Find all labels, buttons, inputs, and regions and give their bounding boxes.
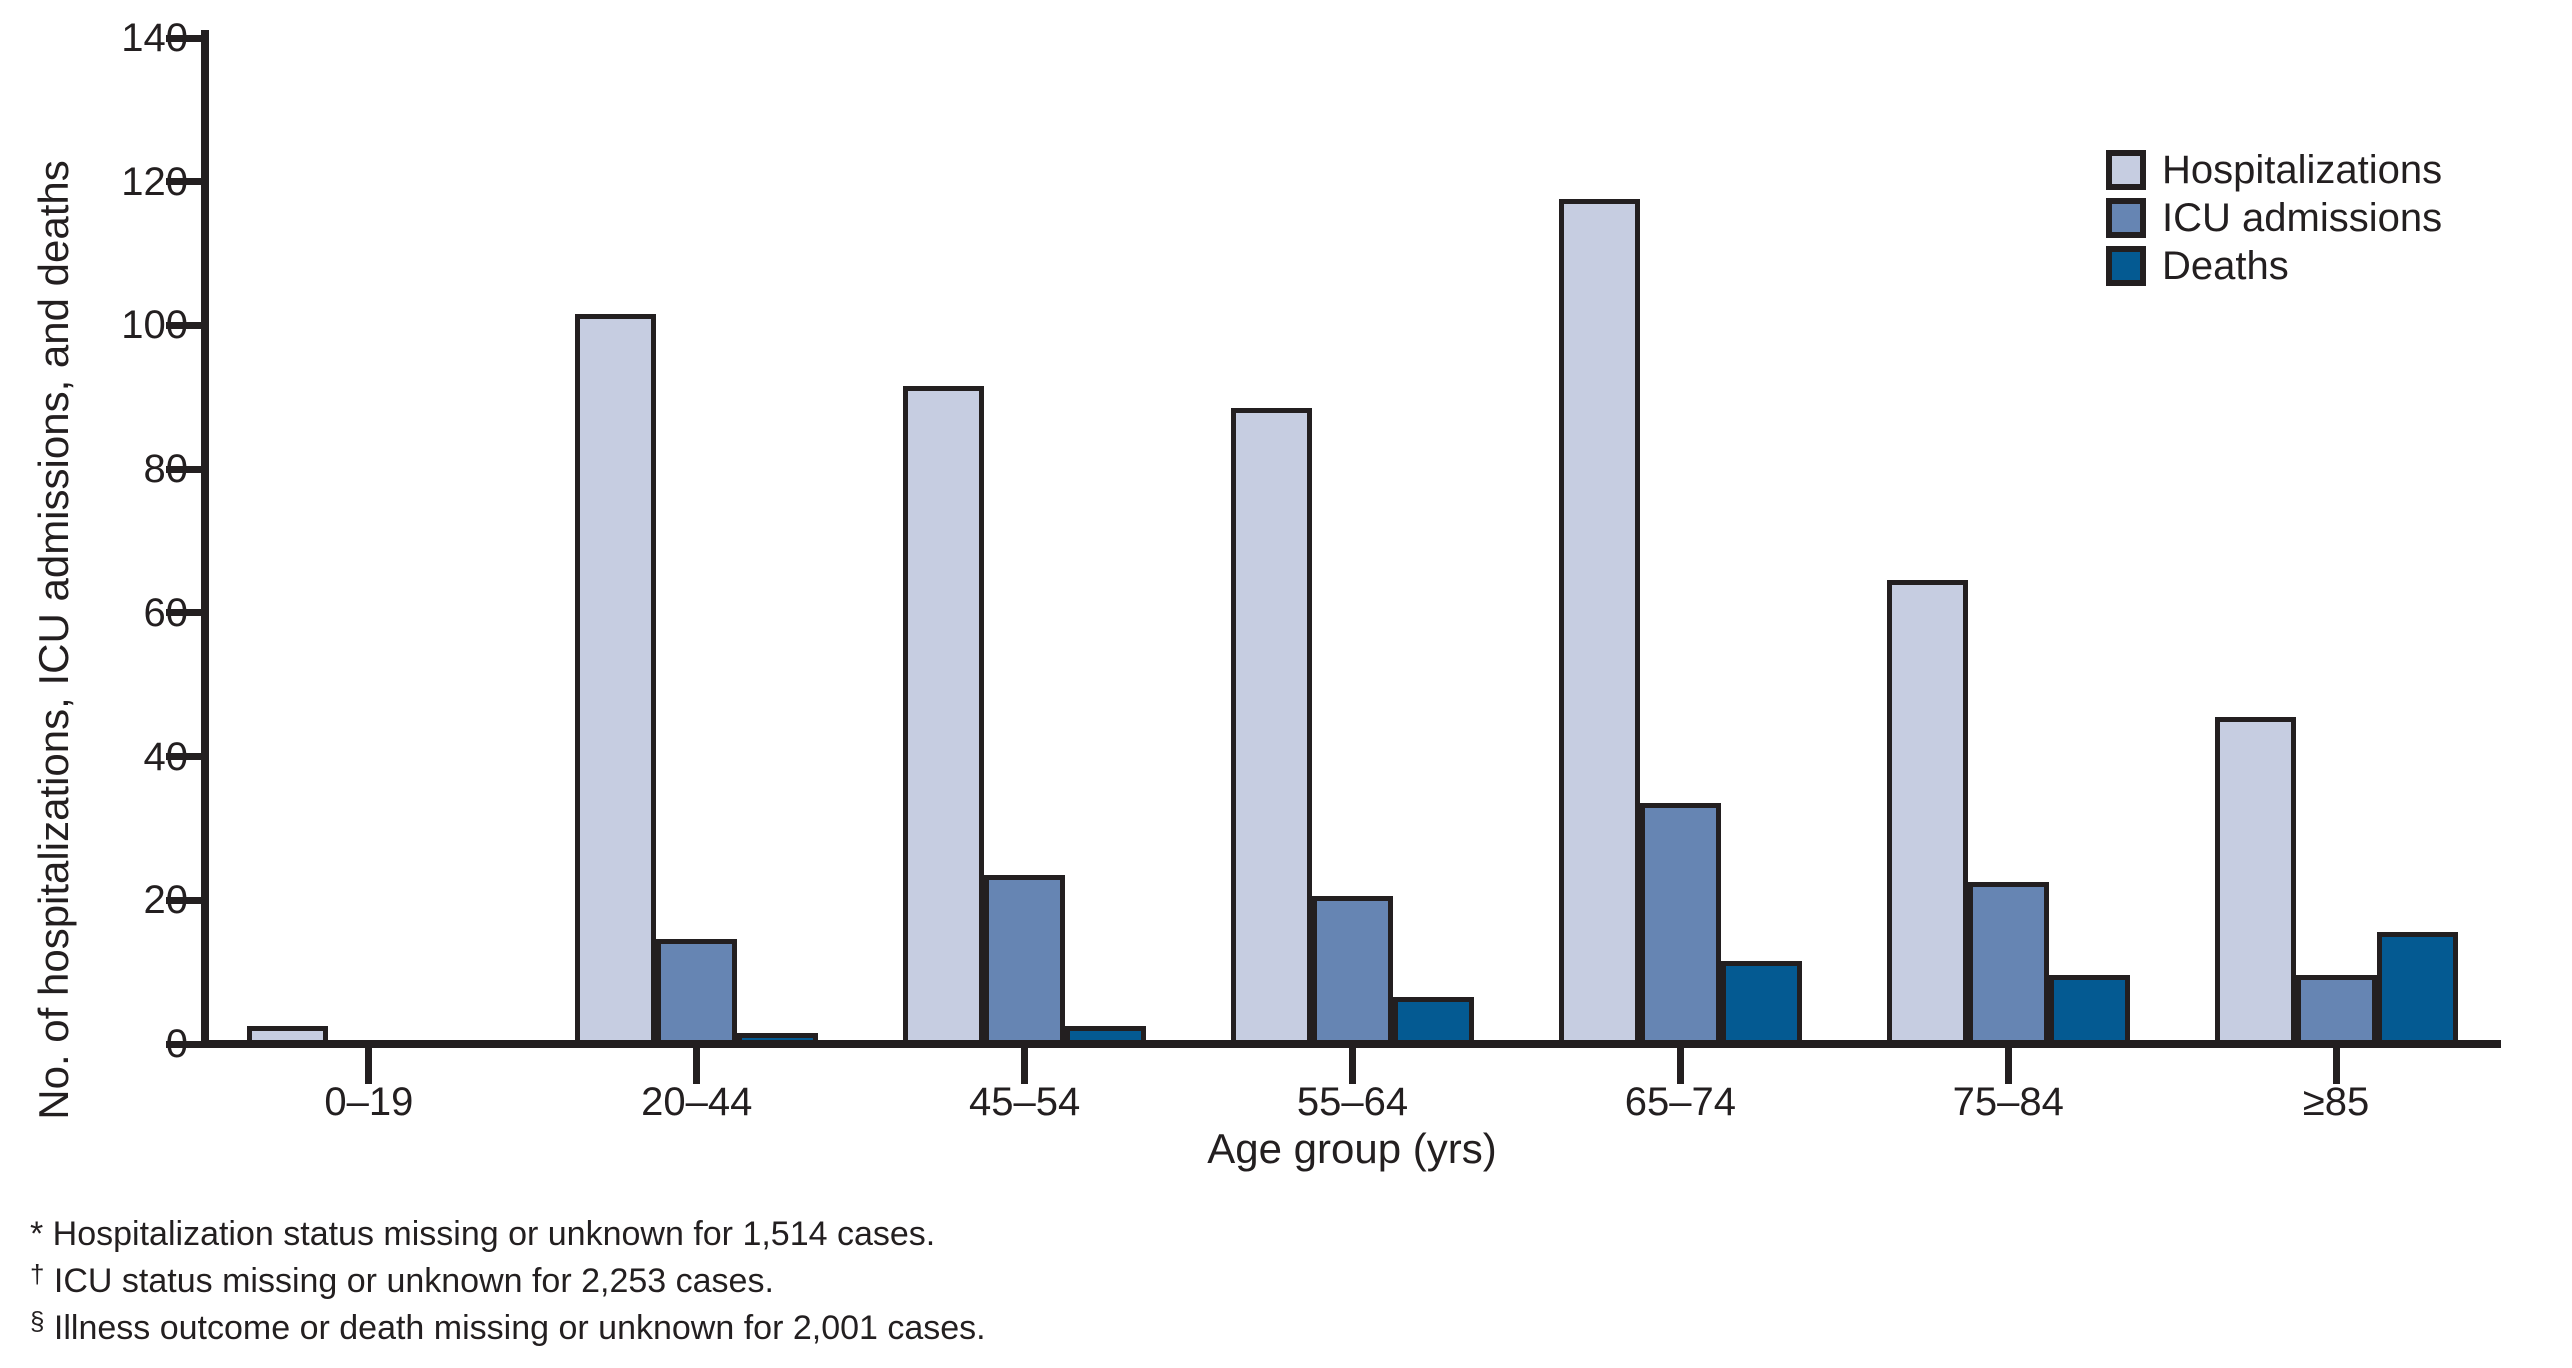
bar-icu-admissions-75-84 bbox=[1967, 881, 2049, 1040]
y-tick-label-80: 80 bbox=[143, 447, 189, 492]
y-tick-label-120: 120 bbox=[121, 159, 188, 204]
footnote-line-2: † ICU status missing or unknown for 2,25… bbox=[30, 1254, 986, 1301]
legend-label-hospitalizations: Hospitalizations bbox=[2162, 148, 2443, 192]
x-tick-85 bbox=[2332, 1048, 2340, 1084]
legend-swatch-deaths bbox=[2106, 246, 2146, 286]
footnote-text-1: Hospitalization status missing or unknow… bbox=[43, 1215, 936, 1253]
x-tick-45-54 bbox=[1021, 1048, 1029, 1084]
y-tick-label-40: 40 bbox=[143, 734, 189, 779]
legend-item-deaths: Deaths bbox=[2106, 246, 2442, 286]
bar-deaths-20-44 bbox=[737, 1032, 819, 1040]
x-axis-line bbox=[201, 1040, 2501, 1048]
x-tick-label-0-19: 0–19 bbox=[324, 1080, 414, 1124]
y-tick-140 bbox=[166, 34, 202, 42]
footnote-text-3: Illness outcome or death missing or unkn… bbox=[44, 1309, 986, 1347]
bar-hospitalizations-55-64 bbox=[1231, 407, 1312, 1040]
x-tick-label-85: ≥85 bbox=[2302, 1080, 2370, 1124]
legend-label-icu-admissions: ICU admissions bbox=[2162, 196, 2443, 240]
bar-icu-admissions-85 bbox=[2295, 975, 2377, 1040]
legend: Hospitalizations ICU admissions Deaths bbox=[2106, 150, 2442, 286]
footnote-marker-1: * bbox=[30, 1215, 44, 1253]
footnote-marker-3: § bbox=[30, 1306, 45, 1336]
bar-hospitalizations-75-84 bbox=[1886, 580, 1968, 1040]
bar-icu-admissions-20-44 bbox=[656, 939, 738, 1040]
legend-item-hospitalizations: Hospitalizations bbox=[2106, 150, 2442, 190]
x-tick-label-75-84: 75–84 bbox=[1952, 1080, 2064, 1124]
y-tick-label-20: 20 bbox=[143, 878, 189, 923]
y-tick-label-140: 140 bbox=[121, 16, 188, 60]
x-tick-label-55-64: 55–64 bbox=[1296, 1080, 1409, 1124]
y-tick-label-100: 100 bbox=[121, 303, 188, 348]
bar-icu-admissions-45-54 bbox=[984, 874, 1066, 1040]
y-axis-line bbox=[201, 30, 209, 1048]
legend-swatch-hospitalizations bbox=[2106, 150, 2146, 190]
footnote-marker-2: † bbox=[30, 1259, 45, 1289]
y-tick-20 bbox=[166, 896, 202, 904]
y-tick-80 bbox=[166, 465, 202, 473]
y-tick-label-0: 0 bbox=[165, 1022, 188, 1066]
legend-item-icu-admissions: ICU admissions bbox=[2106, 198, 2442, 238]
bar-hospitalizations-65-74 bbox=[1558, 199, 1640, 1040]
footnote-line-3: § Illness outcome or death missing or un… bbox=[30, 1301, 986, 1348]
bar-hospitalizations-45-54 bbox=[903, 386, 985, 1040]
y-tick-40 bbox=[166, 753, 202, 761]
y-tick-120 bbox=[166, 178, 202, 186]
x-tick-65-74 bbox=[1676, 1048, 1684, 1084]
footnote-text-2: ICU status missing or unknown for 2,253 … bbox=[44, 1262, 774, 1300]
y-tick-0 bbox=[166, 1040, 202, 1048]
bar-hospitalizations-85 bbox=[2214, 716, 2296, 1040]
bar-icu-admissions-65-74 bbox=[1639, 802, 1721, 1040]
bar-deaths-55-64 bbox=[1393, 996, 1474, 1040]
y-tick-60 bbox=[166, 609, 202, 617]
bar-deaths-75-84 bbox=[2048, 975, 2130, 1040]
x-tick-75-84 bbox=[2004, 1048, 2012, 1084]
x-tick-55-64 bbox=[1349, 1048, 1356, 1084]
legend-label-deaths: Deaths bbox=[2162, 244, 2289, 288]
x-tick-label-45-54: 45–54 bbox=[969, 1080, 1081, 1124]
x-tick-label-20-44: 20–44 bbox=[641, 1080, 753, 1124]
footnote-line-1: * Hospitalization status missing or unkn… bbox=[30, 1214, 986, 1254]
footnotes: * Hospitalization status missing or unkn… bbox=[30, 1214, 986, 1348]
bar-hospitalizations-0-19 bbox=[247, 1025, 329, 1040]
bar-hospitalizations-20-44 bbox=[575, 314, 657, 1040]
x-axis-title: Age group (yrs) bbox=[1207, 1125, 1497, 1172]
y-tick-label-60: 60 bbox=[143, 590, 189, 635]
bar-deaths-65-74 bbox=[1720, 960, 1802, 1040]
legend-swatch-icu-admissions bbox=[2106, 198, 2146, 238]
x-tick-20-44 bbox=[693, 1048, 701, 1084]
x-tick-0-19 bbox=[365, 1048, 373, 1084]
x-tick-label-65-74: 65–74 bbox=[1624, 1080, 1736, 1124]
bar-deaths-85 bbox=[2376, 932, 2458, 1040]
y-tick-100 bbox=[166, 321, 202, 329]
bar-deaths-45-54 bbox=[1065, 1025, 1147, 1040]
bar-icu-admissions-55-64 bbox=[1312, 896, 1393, 1040]
